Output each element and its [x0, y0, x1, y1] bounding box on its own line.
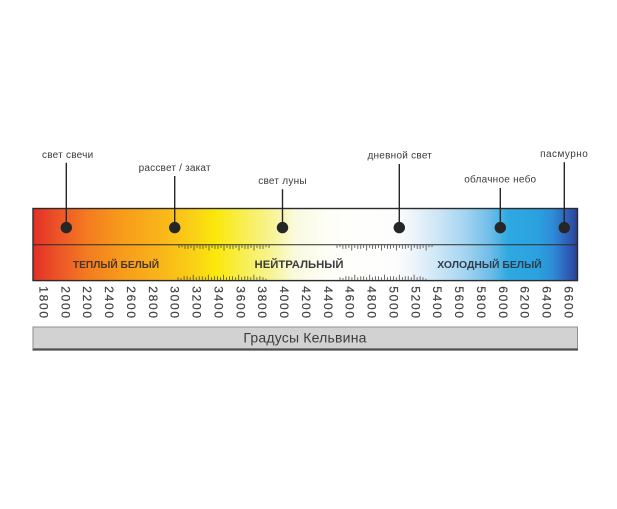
svg-text:3400: 3400 — [211, 286, 225, 320]
svg-text:3800: 3800 — [255, 286, 269, 320]
svg-text:ХОЛОДНЫЙ БЕЛЫЙ: ХОЛОДНЫЙ БЕЛЫЙ — [437, 258, 541, 271]
svg-text:6400: 6400 — [540, 286, 554, 320]
svg-text:5000: 5000 — [386, 286, 400, 320]
svg-text:свет луны: свет луны — [258, 176, 307, 187]
svg-text:4800: 4800 — [365, 286, 379, 320]
svg-text:пасмурно: пасмурно — [540, 149, 588, 160]
svg-text:рассвет / закат: рассвет / закат — [139, 163, 211, 174]
svg-text:6200: 6200 — [518, 286, 532, 320]
svg-text:3000: 3000 — [168, 286, 182, 320]
svg-text:5200: 5200 — [408, 286, 422, 320]
svg-text:2000: 2000 — [58, 286, 72, 320]
svg-text:6000: 6000 — [496, 286, 510, 320]
svg-text:3200: 3200 — [190, 286, 204, 320]
svg-text:дневной свет: дневной свет — [367, 151, 432, 162]
svg-text:НЕЙТРАЛЬНЫЙ: НЕЙТРАЛЬНЫЙ — [255, 258, 344, 271]
svg-text:5800: 5800 — [474, 286, 488, 320]
svg-text:4200: 4200 — [299, 286, 313, 320]
svg-text:2600: 2600 — [124, 286, 138, 320]
svg-text:1800: 1800 — [36, 286, 50, 320]
svg-text:3600: 3600 — [233, 286, 247, 320]
svg-text:5400: 5400 — [430, 286, 444, 320]
svg-text:свет свечи: свет свечи — [42, 150, 94, 161]
svg-text:5600: 5600 — [452, 286, 466, 320]
svg-text:2800: 2800 — [146, 286, 160, 320]
svg-text:4600: 4600 — [343, 286, 357, 320]
svg-text:ТЕПЛЫЙ БЕЛЫЙ: ТЕПЛЫЙ БЕЛЫЙ — [73, 258, 159, 271]
svg-text:2400: 2400 — [102, 286, 116, 320]
svg-text:Градусы Кельвина: Градусы Кельвина — [243, 329, 366, 345]
svg-text:облачное небо: облачное небо — [464, 174, 536, 186]
svg-text:6600: 6600 — [561, 286, 575, 320]
svg-text:2200: 2200 — [80, 286, 94, 320]
svg-text:4400: 4400 — [321, 286, 335, 320]
svg-text:4000: 4000 — [277, 286, 291, 320]
